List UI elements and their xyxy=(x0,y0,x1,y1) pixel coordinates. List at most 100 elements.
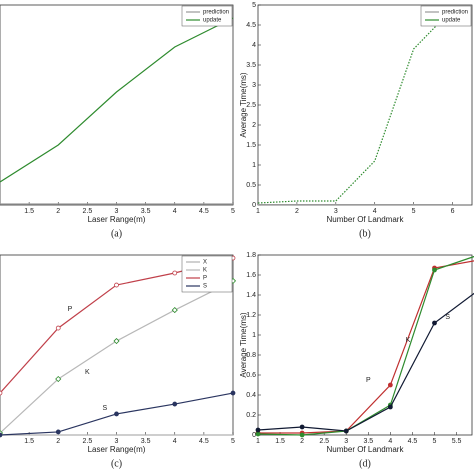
x-axis-label: Laser Range(m) xyxy=(88,215,146,224)
legend-label: X xyxy=(203,260,207,266)
x-tick-label: 5 xyxy=(412,208,416,215)
marker xyxy=(230,390,236,396)
x-tick-label: 2 xyxy=(56,208,60,215)
caption: (d) xyxy=(359,458,371,469)
y-tick-label: 5 xyxy=(252,2,256,9)
x-tick-label: 1.5 xyxy=(275,438,285,445)
marker xyxy=(114,282,119,288)
annotation: S xyxy=(103,405,108,412)
x-tick-label: 3 xyxy=(344,438,348,445)
marker xyxy=(343,428,349,434)
plot-frame xyxy=(257,254,473,436)
x-tick-label: 5 xyxy=(231,438,235,445)
marker xyxy=(387,382,393,388)
y-tick-label: 1 xyxy=(252,332,256,339)
marker xyxy=(55,429,61,435)
legend-label: S xyxy=(203,284,207,290)
x-tick-label: 1 xyxy=(256,438,260,445)
legend-label: update xyxy=(442,18,461,24)
y-tick-label: 1.5 xyxy=(246,142,256,149)
marker xyxy=(299,424,305,430)
marker xyxy=(387,404,393,410)
series-line xyxy=(258,260,474,434)
x-tick-label: 3 xyxy=(115,208,119,215)
x-tick-label: 1 xyxy=(256,208,260,215)
y-axis-label: Average Time(ms) xyxy=(239,312,248,378)
marker xyxy=(0,390,3,396)
y-tick-label: 1.2 xyxy=(246,312,256,319)
marker xyxy=(114,411,119,417)
x-tick-label: 1.5 xyxy=(24,208,34,215)
x-axis-label: Number Of Landmark xyxy=(327,215,405,224)
y-tick-label: 4 xyxy=(252,42,256,49)
x-tick-label: 4.5 xyxy=(199,208,209,215)
marker xyxy=(255,431,261,437)
y-tick-label: 1 xyxy=(252,162,256,169)
x-tick-label: 6 xyxy=(451,208,455,215)
legend-box xyxy=(181,5,233,27)
marker xyxy=(113,337,120,345)
x-tick-label: 5.5 xyxy=(452,438,462,445)
x-tick-label: 3.5 xyxy=(141,208,151,215)
series-line xyxy=(0,17,234,183)
x-tick-label: 2 xyxy=(300,438,304,445)
marker xyxy=(171,307,178,314)
x-tick-label: 3 xyxy=(115,438,119,445)
x-tick-label: 2.5 xyxy=(83,208,93,215)
y-tick-label: 0.8 xyxy=(246,352,256,359)
y-tick-label: 3 xyxy=(252,82,256,89)
y-tick-label: 0 xyxy=(252,432,256,439)
x-axis-label: Number Of Landmark xyxy=(327,445,405,454)
x-tick-label: 3 xyxy=(334,208,338,215)
x-axis-label: Laser Range(m) xyxy=(88,445,146,454)
marker xyxy=(172,401,178,407)
y-tick-label: 0 xyxy=(252,202,256,209)
series-line xyxy=(257,255,474,436)
marker xyxy=(432,267,437,273)
y-tick-label: 1.6 xyxy=(246,272,256,279)
caption: (a) xyxy=(111,228,122,239)
annotation: S xyxy=(445,314,450,321)
legend-label: update xyxy=(203,18,222,24)
y-tick-label: 1.8 xyxy=(246,252,256,259)
y-tick-label: 2 xyxy=(252,122,256,129)
caption: (b) xyxy=(359,228,371,239)
marker xyxy=(172,270,178,276)
x-tick-label: 1.5 xyxy=(24,438,34,445)
x-tick-label: 4 xyxy=(173,208,177,215)
annotation: P xyxy=(366,377,371,384)
marker xyxy=(0,432,3,438)
legend-box xyxy=(420,5,472,27)
x-tick-label: 5 xyxy=(231,208,235,215)
legend-label: K xyxy=(203,268,207,274)
legend-label: prediction xyxy=(203,10,229,16)
y-tick-label: 3.5 xyxy=(246,62,256,69)
marker xyxy=(299,432,305,438)
x-tick-label: 4.5 xyxy=(408,438,418,445)
y-tick-label: 2.5 xyxy=(246,102,256,109)
plot-frame xyxy=(257,4,473,206)
y-tick-label: 0.2 xyxy=(246,412,256,419)
y-tick-label: 0.6 xyxy=(246,372,256,379)
x-tick-label: 2.5 xyxy=(319,438,329,445)
x-tick-label: 4 xyxy=(373,208,377,215)
y-tick-label: 0.5 xyxy=(246,182,256,189)
x-tick-label: 2 xyxy=(56,438,60,445)
x-tick-label: 4 xyxy=(173,438,177,445)
y-tick-label: 0.4 xyxy=(246,392,256,399)
legend-label: P xyxy=(203,276,207,282)
series-line xyxy=(0,280,234,434)
annotation: K xyxy=(85,369,90,376)
annotation: P xyxy=(68,306,73,313)
x-tick-label: 3.5 xyxy=(141,438,151,445)
series-line xyxy=(257,8,453,204)
annotation: K xyxy=(406,337,411,344)
marker xyxy=(55,325,61,331)
y-tick-label: 1.4 xyxy=(246,292,256,299)
legend-label: prediction xyxy=(442,10,468,16)
x-tick-label: 4 xyxy=(388,438,392,445)
marker xyxy=(432,320,437,326)
x-tick-label: 4.5 xyxy=(199,438,209,445)
x-tick-label: 5 xyxy=(433,438,437,445)
